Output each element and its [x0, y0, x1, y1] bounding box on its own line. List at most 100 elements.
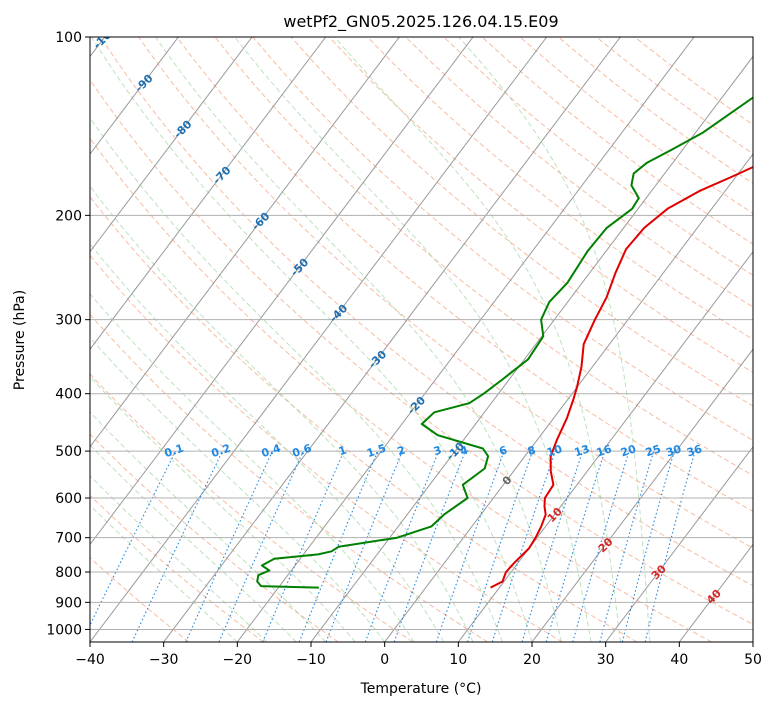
y-tick-label: 700	[55, 531, 82, 547]
y-tick-label: 900	[55, 595, 82, 611]
x-tick-label: 40	[670, 652, 688, 668]
isotherm-line	[90, 37, 327, 351]
moist-adiabat	[90, 293, 415, 642]
moist-adiabat	[155, 37, 562, 642]
dry-adiabat	[214, 37, 753, 477]
mixing-ratio-line	[325, 450, 404, 642]
moist-adiabat	[90, 185, 474, 642]
profile-lines	[256, 96, 753, 589]
mixing-ratio-label: 1	[337, 444, 348, 459]
y-tick-label: 400	[55, 387, 82, 403]
dry-adiabat	[90, 137, 712, 642]
y-tick-label: 600	[55, 491, 82, 507]
moist-adiabat	[91, 37, 533, 642]
mixing-ratio-line	[491, 450, 556, 642]
plot-frame	[89, 36, 754, 643]
dry-adiabat	[367, 37, 753, 340]
mixing-ratio-line	[572, 450, 630, 642]
mixing-ratio-line	[599, 450, 655, 642]
x-tick-label: −30	[149, 652, 179, 668]
mixing-ratio-label: 10	[545, 442, 564, 459]
isotherm-line	[90, 37, 400, 448]
x-tick-label: 20	[523, 652, 541, 668]
dry-adiabat	[90, 196, 638, 642]
mixing-ratio-label: 13	[573, 442, 592, 459]
isotherm-line	[90, 37, 253, 253]
moist-adiabat	[334, 37, 621, 642]
x-tick-label: 10	[449, 652, 467, 668]
mixing-ratio-label: 0.6	[291, 442, 314, 460]
mixing-ratio-label: 3	[432, 443, 443, 458]
moist-adiabat	[90, 475, 268, 642]
dry-adiabat	[99, 37, 753, 587]
dewpoint-profile-line	[256, 96, 753, 589]
x-tick-label: −20	[223, 652, 253, 668]
chart-title: wetPf2_GN05.2025.126.04.15.E09	[283, 12, 558, 32]
x-tick-label: 0	[380, 652, 389, 668]
dry-adiabat	[90, 494, 264, 642]
temperature-profile-line	[490, 165, 753, 589]
dry-adiabat	[90, 556, 190, 642]
dry-adiabat	[176, 37, 753, 513]
mixing-ratio-line	[364, 450, 440, 642]
isotherm-line	[90, 37, 474, 546]
mixing-ratio-line	[90, 450, 177, 627]
isotherm-line	[605, 446, 753, 642]
mixing-ratio-label: 8	[526, 443, 537, 458]
mixing-ratio-label: 25	[644, 442, 663, 459]
y-axis-label: Pressure (hPa)	[12, 290, 28, 390]
mixing-ratio-label: 36	[685, 442, 704, 459]
mixing-ratio-line	[435, 450, 505, 642]
mixing-ratio-line	[262, 450, 345, 642]
isotherm-line	[531, 348, 753, 642]
mixing-ratio-label: 4	[459, 443, 471, 458]
isotherm-line	[90, 37, 179, 155]
moist-adiabat	[90, 243, 445, 642]
moist-adiabat	[90, 375, 356, 642]
isotherm-line	[384, 153, 753, 642]
mixing-ratio-label: 2	[396, 443, 407, 458]
mixing-ratio-label: 0.1	[163, 442, 186, 460]
isotherm-line	[90, 37, 548, 642]
mixing-ratio-line	[521, 450, 584, 642]
y-tick-label: 300	[55, 313, 82, 329]
dry-adiabat	[90, 254, 563, 642]
x-axis-label: Temperature (°C)	[360, 681, 482, 697]
pressure-gridlines	[90, 37, 753, 630]
x-tick-label: −40	[75, 652, 105, 668]
mixing-ratio-line	[644, 450, 696, 642]
mixing-ratio-label: 30	[664, 442, 683, 459]
mixing-ratio-line	[393, 450, 466, 642]
y-tick-label: 500	[55, 444, 82, 460]
dry-adiabat	[90, 313, 488, 642]
moist-adiabat	[90, 116, 503, 642]
y-tick-label: 1000	[46, 622, 82, 638]
mixing-ratio-line	[466, 450, 534, 642]
dry-adiabat	[90, 78, 753, 625]
mixing-ratio-line	[621, 450, 675, 642]
y-tick-label: 800	[55, 565, 82, 581]
x-tick-label: 30	[597, 652, 615, 668]
moist-adiabat	[90, 411, 327, 642]
y-tick-label: 200	[55, 208, 82, 224]
mixing-ratio-label: 16	[595, 442, 614, 459]
moist-adiabat	[458, 37, 651, 642]
dry-adiabat	[90, 433, 339, 642]
isotherm-line	[163, 37, 621, 642]
mixing-ratio-label: 0.2	[210, 442, 233, 460]
moist-adiabat	[90, 444, 297, 642]
mixing-ratio-label: 20	[619, 442, 638, 459]
moist-adiabat	[234, 37, 592, 642]
y-tick-label: 100	[55, 30, 82, 46]
mixing-ratio-line	[545, 450, 606, 642]
isotherm-line	[752, 641, 753, 642]
mixing-ratio-label: 0.4	[260, 442, 283, 460]
isotherm-line	[236, 37, 695, 642]
mixing-ratio-label: 6	[497, 443, 509, 458]
x-tick-label: −10	[296, 652, 326, 668]
mixing-ratio-line	[218, 450, 304, 642]
dry-adiabat	[290, 37, 753, 407]
mixing-ratio-label: 1.5	[365, 442, 388, 460]
